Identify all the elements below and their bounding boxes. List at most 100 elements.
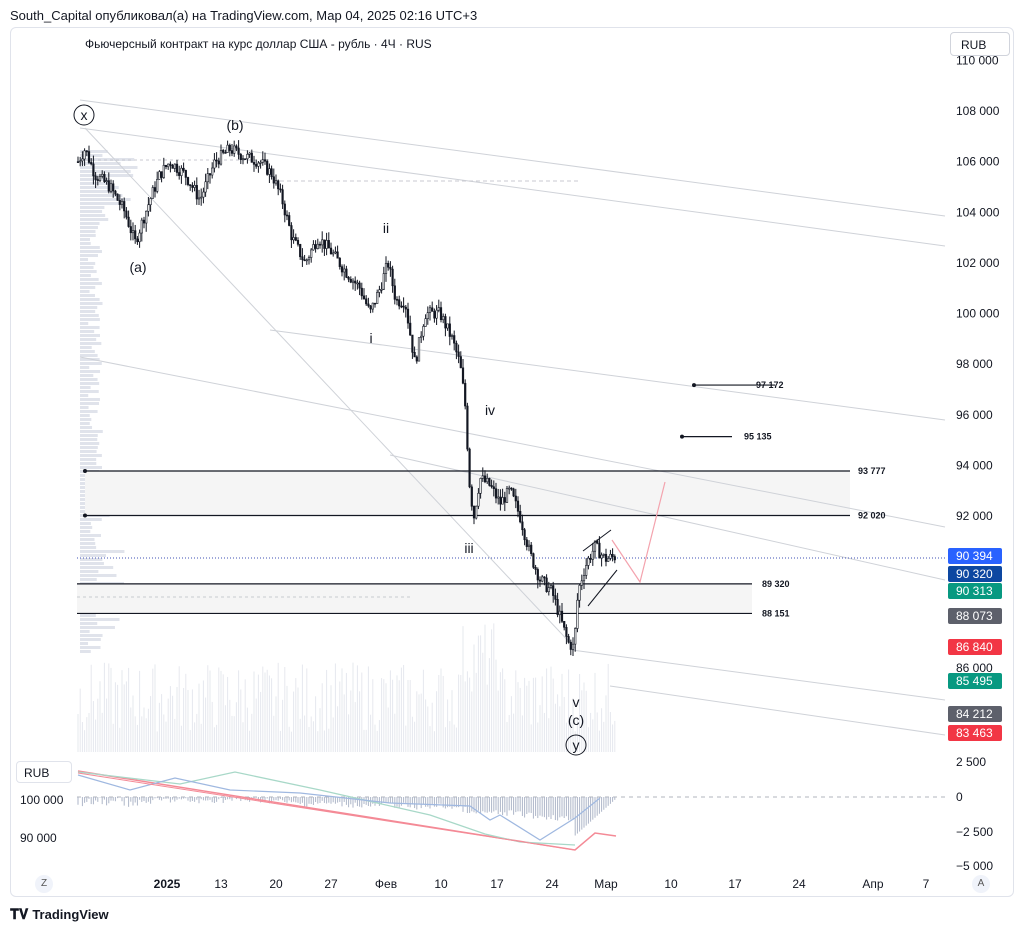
candle-body (582, 575, 586, 582)
candle-body (389, 266, 392, 270)
indicator-currency-label[interactable]: RUB (16, 761, 72, 783)
profile-bar (80, 230, 96, 233)
candle-body (494, 488, 498, 499)
wave-label: (c) (568, 712, 584, 728)
level-label: 93 777 (858, 466, 886, 476)
candle-body (116, 193, 119, 201)
candle-body (213, 159, 216, 169)
price-badge (948, 566, 1002, 582)
price-tick: 96 000 (956, 408, 993, 422)
profile-bar (80, 250, 102, 253)
profile-bar (80, 162, 121, 165)
level-anchor[interactable] (83, 513, 87, 518)
candle-body (411, 334, 414, 353)
candle-body (142, 219, 146, 224)
candle-body (136, 238, 139, 243)
auto-scale-left-button[interactable]: Z (35, 875, 53, 893)
candle-body (310, 249, 313, 258)
candle-body (222, 150, 225, 153)
indicator-tick: 2 500 (956, 755, 986, 769)
candle-body (329, 247, 333, 255)
profile-bar (80, 410, 98, 413)
candle-body (204, 181, 207, 193)
currency-button[interactable]: RUB (950, 32, 1010, 56)
candle-body (285, 214, 289, 217)
wave-label: (b) (226, 117, 243, 133)
price-badge-label: 84 212 (956, 707, 993, 721)
candle-body (527, 544, 531, 547)
candle-body (105, 180, 108, 182)
candle-body (246, 154, 249, 160)
candle-body (525, 539, 528, 547)
candle-body (483, 475, 487, 483)
candle-body (156, 179, 159, 192)
candle-body (369, 305, 372, 310)
candle-body (244, 158, 247, 161)
candle-body (523, 529, 526, 541)
candle-body (114, 190, 117, 195)
candle-body (191, 185, 194, 188)
candle-body (134, 230, 137, 240)
wave-label: iii (464, 540, 473, 556)
price-badge-label: 85 495 (956, 674, 993, 688)
candle-body (149, 198, 152, 206)
profile-bar (80, 338, 97, 341)
candle-body (261, 159, 264, 163)
candle-body (127, 216, 130, 227)
publisher-header: South_Capital опубликовал(а) на TradingV… (10, 8, 478, 23)
indicator-histogram (77, 797, 616, 836)
wave-label: ii (383, 220, 389, 236)
level-anchor[interactable] (692, 383, 696, 388)
profile-bar (80, 574, 117, 577)
profile-bar (80, 226, 98, 229)
candle-body (490, 485, 493, 488)
price-tick: 108 000 (956, 104, 1000, 118)
level-anchor[interactable] (680, 434, 684, 439)
indicator-axis: 2 500 0 −2 500 −5 000 100 000 90 000 (20, 755, 993, 873)
candle-body (332, 252, 335, 255)
channel-lines (79, 99, 946, 736)
auto-scale-right-button[interactable]: A (972, 875, 990, 893)
candle-body (367, 303, 370, 307)
profile-bar (80, 542, 96, 545)
profile-bar (80, 558, 103, 561)
profile-bar (80, 342, 102, 345)
candle-body (193, 185, 196, 188)
profile-bar (80, 566, 114, 569)
time-tick: 17 (728, 877, 742, 891)
profile-bar (80, 242, 91, 245)
candle-body (323, 239, 326, 249)
profile-bar (80, 414, 90, 417)
candle-body (314, 244, 317, 249)
profile-bar (80, 446, 98, 449)
profile-bar (80, 374, 94, 377)
profile-bar (80, 214, 106, 217)
candle-body (307, 257, 311, 261)
profile-bar (80, 238, 90, 241)
candle-body (318, 243, 322, 246)
candle-body (492, 486, 495, 490)
profile-bar (80, 430, 103, 433)
candle-body (215, 159, 218, 162)
candle-body (87, 151, 91, 163)
level-anchor[interactable] (83, 469, 87, 474)
price-badge (948, 639, 1002, 655)
candle-body (224, 152, 227, 154)
candle-body (510, 487, 513, 490)
profile-bar (80, 202, 121, 205)
candle-body (505, 488, 509, 503)
candle-body (391, 268, 394, 287)
profile-bar (80, 638, 101, 641)
candle-body (477, 492, 480, 507)
indicator-tick: −5 000 (956, 859, 993, 873)
profile-bar (80, 358, 100, 361)
candle-body (162, 164, 165, 178)
profile-bar (80, 314, 99, 317)
profile-bar (80, 326, 100, 329)
candle-body (103, 173, 106, 182)
candle-body (426, 312, 429, 319)
candle-body (424, 318, 427, 327)
candle-body (76, 161, 80, 163)
candle-body (486, 478, 489, 483)
